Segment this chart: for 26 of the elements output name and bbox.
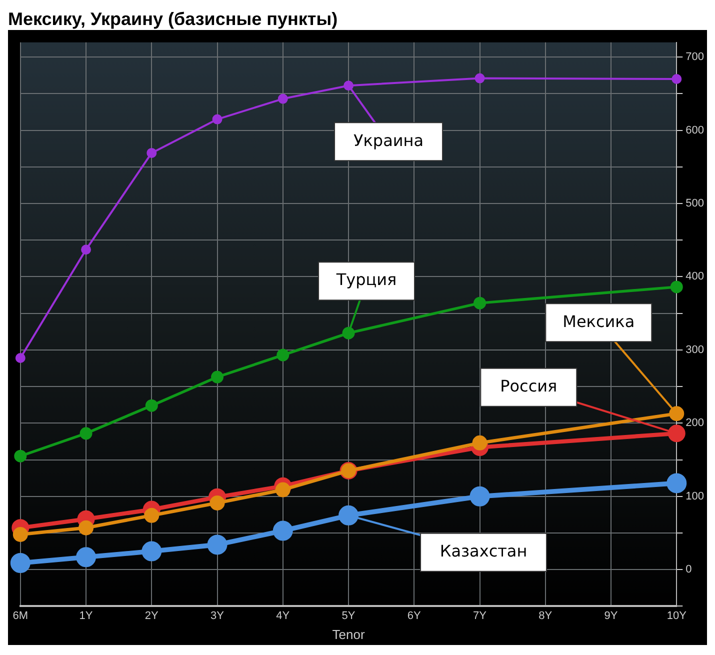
y-tick-label: 100 <box>686 490 704 502</box>
x-tick-label: 6Y <box>407 610 422 622</box>
text: Украина <box>354 130 424 150</box>
chart-title: Мексику, Украину (базисные пункты) <box>8 8 339 30</box>
text: Мексика <box>562 312 635 331</box>
x-tick-label: 10Y <box>666 610 688 622</box>
y-tick-label: 200 <box>686 417 704 430</box>
series-label: Турция <box>335 270 397 290</box>
x-tick-label: 9Y <box>604 610 618 622</box>
y-tick-label: 600 <box>686 124 704 136</box>
x-tick-label: 2Y <box>144 610 160 622</box>
x-tick-label: 1Y <box>79 610 94 622</box>
x-tick-label: 3Y <box>210 610 225 622</box>
x-tick-label: 8Y <box>538 610 553 622</box>
text: Россия <box>500 376 558 396</box>
y-tick-label: 0 <box>686 564 692 576</box>
y-tick-label: 500 <box>686 198 704 210</box>
x-tick-label: 4Y <box>276 610 290 622</box>
text: Казахстан <box>440 542 528 561</box>
x-tick-label: 6M <box>12 610 28 622</box>
y-tick-label: 300 <box>686 344 704 356</box>
x-tick-label: 7Y <box>473 610 488 622</box>
x-axis-title: Tenor <box>332 626 366 642</box>
y-tick-label: 700 <box>686 51 704 64</box>
x-tick-label: 5Y <box>342 610 356 622</box>
y-tick-label: 400 <box>686 270 704 283</box>
